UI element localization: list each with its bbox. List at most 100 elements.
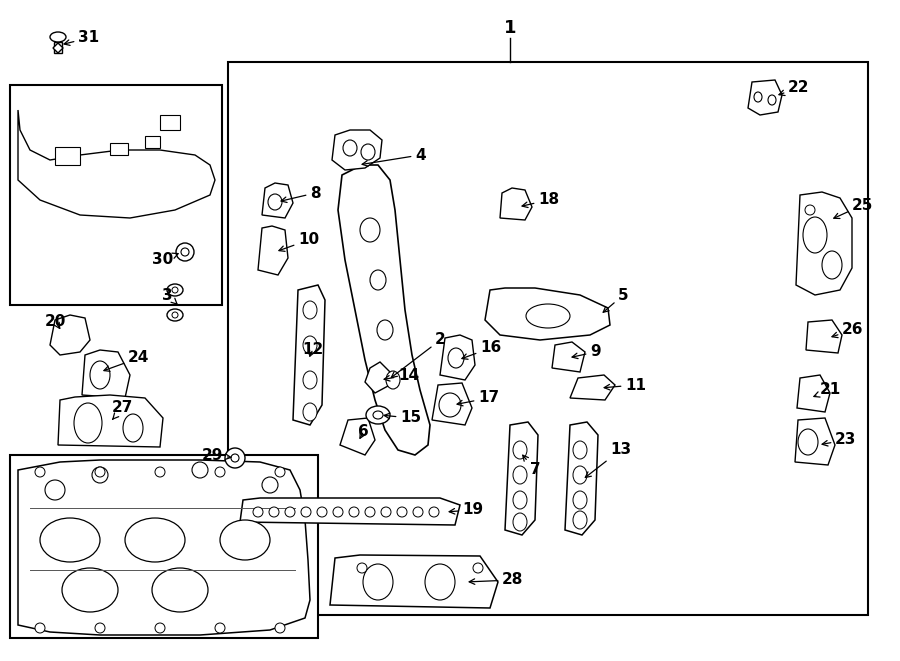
Ellipse shape [262,477,278,493]
Polygon shape [795,418,835,465]
Ellipse shape [92,467,108,483]
Ellipse shape [573,491,587,509]
Text: 15: 15 [384,410,421,426]
Ellipse shape [798,429,818,455]
Polygon shape [18,110,215,218]
Ellipse shape [822,251,842,279]
Ellipse shape [513,513,527,531]
Text: 28: 28 [469,572,524,588]
Ellipse shape [95,467,105,477]
Bar [160,115,180,130]
Polygon shape [338,165,430,455]
Ellipse shape [301,507,311,517]
Ellipse shape [381,507,391,517]
Polygon shape [293,285,325,425]
Bar [10,455,318,638]
Bar [55,147,80,165]
Ellipse shape [366,406,390,424]
Polygon shape [330,555,498,608]
Polygon shape [53,43,63,53]
Text: 7: 7 [523,455,541,477]
Ellipse shape [62,568,118,612]
Ellipse shape [513,491,527,509]
Text: 19: 19 [449,502,483,518]
Ellipse shape [439,393,461,417]
Ellipse shape [513,466,527,484]
Ellipse shape [303,336,317,354]
Text: 12: 12 [302,342,323,358]
Text: 21: 21 [814,383,842,397]
Text: 10: 10 [279,233,320,251]
Polygon shape [485,288,610,340]
Ellipse shape [573,466,587,484]
Text: 4: 4 [362,147,426,166]
Polygon shape [262,183,293,218]
Ellipse shape [172,287,178,293]
Ellipse shape [360,218,380,242]
Ellipse shape [425,564,455,600]
Polygon shape [58,395,163,447]
Text: 2: 2 [392,332,446,377]
Ellipse shape [275,467,285,477]
Ellipse shape [333,507,343,517]
Ellipse shape [285,507,295,517]
Polygon shape [500,188,532,220]
Text: 24: 24 [104,350,149,371]
Ellipse shape [35,467,45,477]
Ellipse shape [370,270,386,290]
Ellipse shape [386,371,400,389]
Ellipse shape [125,518,185,562]
Text: 30: 30 [152,253,178,268]
Ellipse shape [176,243,194,261]
Ellipse shape [363,564,393,600]
Text: 17: 17 [457,391,500,406]
Ellipse shape [181,248,189,256]
Polygon shape [54,42,62,53]
Polygon shape [552,342,585,372]
Ellipse shape [253,507,263,517]
Ellipse shape [192,462,208,478]
Text: 29: 29 [202,447,231,463]
Ellipse shape [768,95,776,105]
Text: 25: 25 [833,198,873,219]
Text: 26: 26 [832,323,863,338]
Text: 6: 6 [358,424,369,440]
Ellipse shape [231,454,239,462]
Ellipse shape [303,403,317,421]
Text: 27: 27 [112,401,133,420]
Ellipse shape [269,507,279,517]
Polygon shape [440,335,475,380]
Ellipse shape [343,140,357,156]
Text: 16: 16 [462,340,501,359]
Ellipse shape [152,568,208,612]
Polygon shape [797,375,830,412]
Ellipse shape [526,304,570,328]
Bar [110,143,128,155]
Ellipse shape [357,563,367,573]
Text: 1: 1 [504,19,517,37]
Polygon shape [570,375,615,400]
Polygon shape [806,320,842,353]
Ellipse shape [45,480,65,500]
Polygon shape [505,422,538,535]
Text: 14: 14 [384,368,419,383]
Ellipse shape [429,507,439,517]
Text: 5: 5 [603,288,628,312]
Ellipse shape [473,563,483,573]
Ellipse shape [215,467,225,477]
Ellipse shape [377,320,393,340]
Text: 8: 8 [281,186,320,202]
Polygon shape [340,418,375,455]
Ellipse shape [275,623,285,633]
Polygon shape [565,422,598,535]
Ellipse shape [805,205,815,215]
Text: 3: 3 [162,288,177,304]
Ellipse shape [303,301,317,319]
Ellipse shape [172,312,178,318]
Ellipse shape [573,511,587,529]
Ellipse shape [573,441,587,459]
Ellipse shape [50,32,66,42]
Ellipse shape [803,217,827,253]
Text: 20: 20 [45,315,67,329]
Ellipse shape [365,507,375,517]
